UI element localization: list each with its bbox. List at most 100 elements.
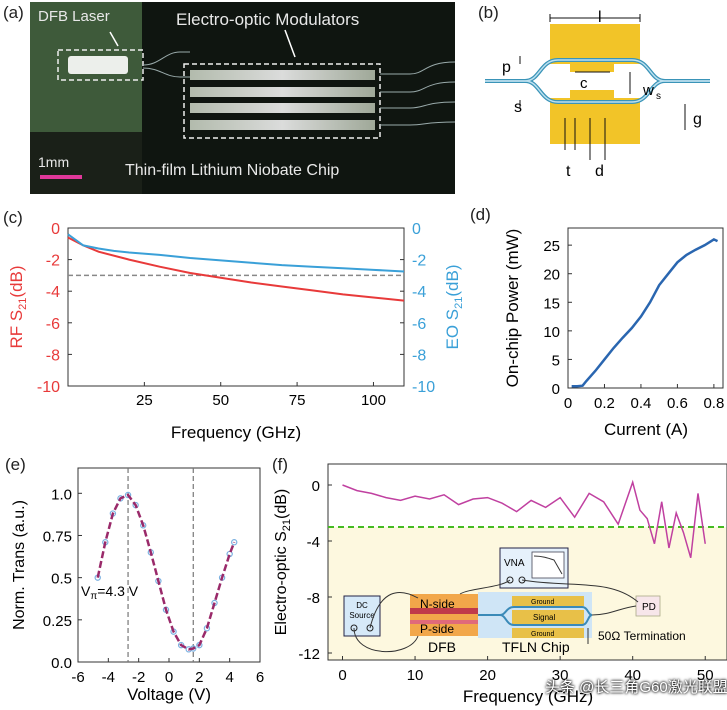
x-tick-label: 30 bbox=[552, 667, 569, 684]
chart-f: 0 10 20 30 40 50 0 -4 -8 -12 VNA DC Source N-side… bbox=[273, 463, 727, 706]
x-tick-label: 0.8 bbox=[703, 395, 724, 412]
x-tick-label: -6 bbox=[71, 669, 84, 686]
chip-micrograph: DFB Laser Electro-optic Modulators 1mm T… bbox=[30, 2, 455, 194]
chip-image bbox=[30, 2, 455, 194]
pd-label: PD bbox=[642, 602, 656, 613]
termination-label: 50Ω Termination bbox=[598, 629, 686, 643]
x-tick-label: 10 bbox=[407, 667, 424, 684]
y-tick-label: 0.25 bbox=[43, 613, 72, 630]
y-tick-label-right: -10 bbox=[412, 379, 435, 396]
x-tick-label: 0.2 bbox=[594, 395, 615, 412]
x-tick-label: 20 bbox=[479, 667, 496, 684]
x-tick-label: 0 bbox=[338, 667, 346, 684]
chart-e: -6 -4 -2 0 2 4 6 0.0 0.25 0.5 0.75 1.0 Vπ=4.3 V Nor… bbox=[11, 467, 264, 704]
chart-d-frame bbox=[567, 227, 724, 389]
y-tick-label-left: -4 bbox=[46, 284, 60, 301]
y-tick-label: -12 bbox=[298, 646, 320, 663]
x-tick-label: 0.6 bbox=[667, 395, 688, 412]
y-tick-label-right: -4 bbox=[412, 284, 426, 301]
x-tick-label: 25 bbox=[136, 392, 153, 409]
dfb-label: DFB bbox=[428, 639, 456, 655]
y-tick-label-left: -8 bbox=[46, 347, 60, 364]
nside-label: N-side bbox=[420, 597, 455, 611]
eo-s21-axis-label: EO S21(dB) bbox=[443, 265, 465, 350]
chart-d-xlabel: Current (A) bbox=[604, 420, 688, 439]
power-curve bbox=[571, 238, 719, 388]
x-tick-label: 50 bbox=[212, 392, 229, 409]
chart-e-frame bbox=[77, 467, 261, 663]
fit-curve bbox=[96, 493, 236, 651]
chart-e-xlabel: Voltage (V) bbox=[127, 685, 211, 704]
dfb-chip bbox=[410, 594, 478, 636]
ground-top-label: Ground bbox=[531, 599, 554, 606]
y-tick-label: 5 bbox=[552, 352, 560, 369]
dc-label: DC bbox=[356, 601, 368, 610]
y-tick-label: 20 bbox=[543, 267, 560, 284]
rf-s21-axis-label: RF S21(dB) bbox=[7, 265, 29, 348]
label-c: c bbox=[580, 75, 588, 92]
y-tick-label: 0.5 bbox=[51, 571, 72, 588]
scale-label: 1mm bbox=[38, 154, 70, 170]
x-tick-label: -4 bbox=[102, 669, 115, 686]
data-point bbox=[177, 641, 185, 649]
y-tick-label-right: -8 bbox=[412, 347, 426, 364]
chart-c-xlabel: Frequency (GHz) bbox=[171, 423, 301, 442]
x-tick-label: 75 bbox=[289, 392, 306, 409]
label-ws-sub: s bbox=[656, 91, 661, 102]
chart-e-ylabel: Norm. Trans (a.u.) bbox=[11, 500, 28, 630]
y-tick-label: 0 bbox=[552, 381, 560, 398]
panel-f-label: (f) bbox=[272, 455, 289, 474]
label-p: p bbox=[502, 59, 511, 76]
y-tick-label-left: -6 bbox=[46, 316, 60, 333]
chart-c: 25 50 75 100 0 -2 -4 -6 -8 -10 0 -2 -4 -6 -8 -10 RF S21… bbox=[7, 221, 465, 442]
y-tick-label: 10 bbox=[543, 324, 560, 341]
label-l: l bbox=[598, 9, 602, 26]
x-tick-label: 0.4 bbox=[631, 395, 652, 412]
eo-s21-trace bbox=[342, 479, 706, 559]
eo-s21-line bbox=[67, 233, 405, 273]
y-tick-label-left: 0 bbox=[51, 221, 60, 238]
y-tick-label-right: 0 bbox=[412, 221, 421, 238]
y-tick-label: 0.0 bbox=[51, 655, 72, 672]
setup-inset: VNA DC Source N-side P-side DFB Ground S… bbox=[343, 547, 686, 655]
x-tick-label: 4 bbox=[225, 669, 233, 686]
y-tick-label-right: -6 bbox=[412, 316, 426, 333]
y-tick-label-left: -10 bbox=[37, 379, 60, 396]
signal-label: Signal bbox=[533, 613, 555, 622]
x-tick-label: 2 bbox=[195, 669, 203, 686]
x-tick-label: 40 bbox=[624, 667, 641, 684]
panel-e-label: (e) bbox=[5, 455, 26, 474]
x-tick-label: -2 bbox=[132, 669, 145, 686]
pside-label: P-side bbox=[420, 622, 454, 636]
modulator-bars bbox=[190, 70, 375, 130]
y-tick-label-right: -2 bbox=[412, 253, 426, 270]
electrode-schematic: l p c w s s g t d bbox=[485, 9, 710, 180]
data-point bbox=[124, 491, 132, 499]
y-tick-label: 0.75 bbox=[43, 528, 72, 545]
panel-b-label: (b) bbox=[478, 3, 499, 22]
chart-d-ylabel: On-chip Power (mW) bbox=[503, 229, 522, 388]
eom-label: Electro-optic Modulators bbox=[176, 10, 360, 29]
chart-f-frame bbox=[327, 463, 727, 661]
vpi-annotation: Vπ=4.3 V bbox=[81, 583, 139, 602]
label-s: s bbox=[514, 99, 522, 116]
scale-bar bbox=[40, 175, 82, 179]
label-t: t bbox=[566, 163, 571, 180]
x-tick-label: 0 bbox=[165, 669, 173, 686]
dfb-laser-label: DFB Laser bbox=[38, 8, 110, 25]
ground-bottom-label: Ground bbox=[531, 631, 554, 638]
chart-d: 0 0.2 0.4 0.6 0.8 0 5 10 15 20 25 On-chip Power (m… bbox=[503, 227, 724, 439]
x-tick-label: 0 bbox=[564, 395, 572, 412]
y-tick-label: -4 bbox=[307, 534, 320, 551]
tfln-label: TFLN Chip bbox=[502, 639, 570, 655]
data-point bbox=[231, 539, 238, 546]
x-tick-label: 6 bbox=[256, 669, 264, 686]
y-tick-label-left: -2 bbox=[46, 253, 60, 270]
chip-label: Thin-film Lithium Niobate Chip bbox=[125, 162, 340, 179]
panel-d-label: (d) bbox=[470, 205, 491, 224]
panel-c-label: (c) bbox=[3, 208, 23, 227]
y-tick-label: -8 bbox=[307, 590, 320, 607]
watermark: 头条 @长三角G60激光联盟 bbox=[545, 679, 727, 696]
chart-f-ylabel: Electro-optic S21(dB) bbox=[273, 489, 293, 636]
y-tick-label: 0 bbox=[312, 478, 320, 495]
